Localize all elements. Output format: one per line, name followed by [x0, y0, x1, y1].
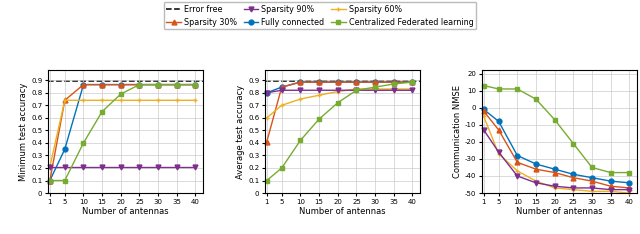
- Y-axis label: Average test accuracy: Average test accuracy: [236, 84, 245, 179]
- X-axis label: Number of antennas: Number of antennas: [82, 207, 169, 216]
- X-axis label: Number of antennas: Number of antennas: [516, 207, 603, 216]
- Legend: Error free, Sparsity 30%, Sparsity 90%, Fully connected, Sparsity 60%, Centraliz: Error free, Sparsity 30%, Sparsity 90%, …: [164, 2, 476, 29]
- Y-axis label: Minimum test accuracy: Minimum test accuracy: [19, 82, 28, 181]
- X-axis label: Number of antennas: Number of antennas: [299, 207, 386, 216]
- Y-axis label: Communication NMSE: Communication NMSE: [453, 85, 462, 178]
